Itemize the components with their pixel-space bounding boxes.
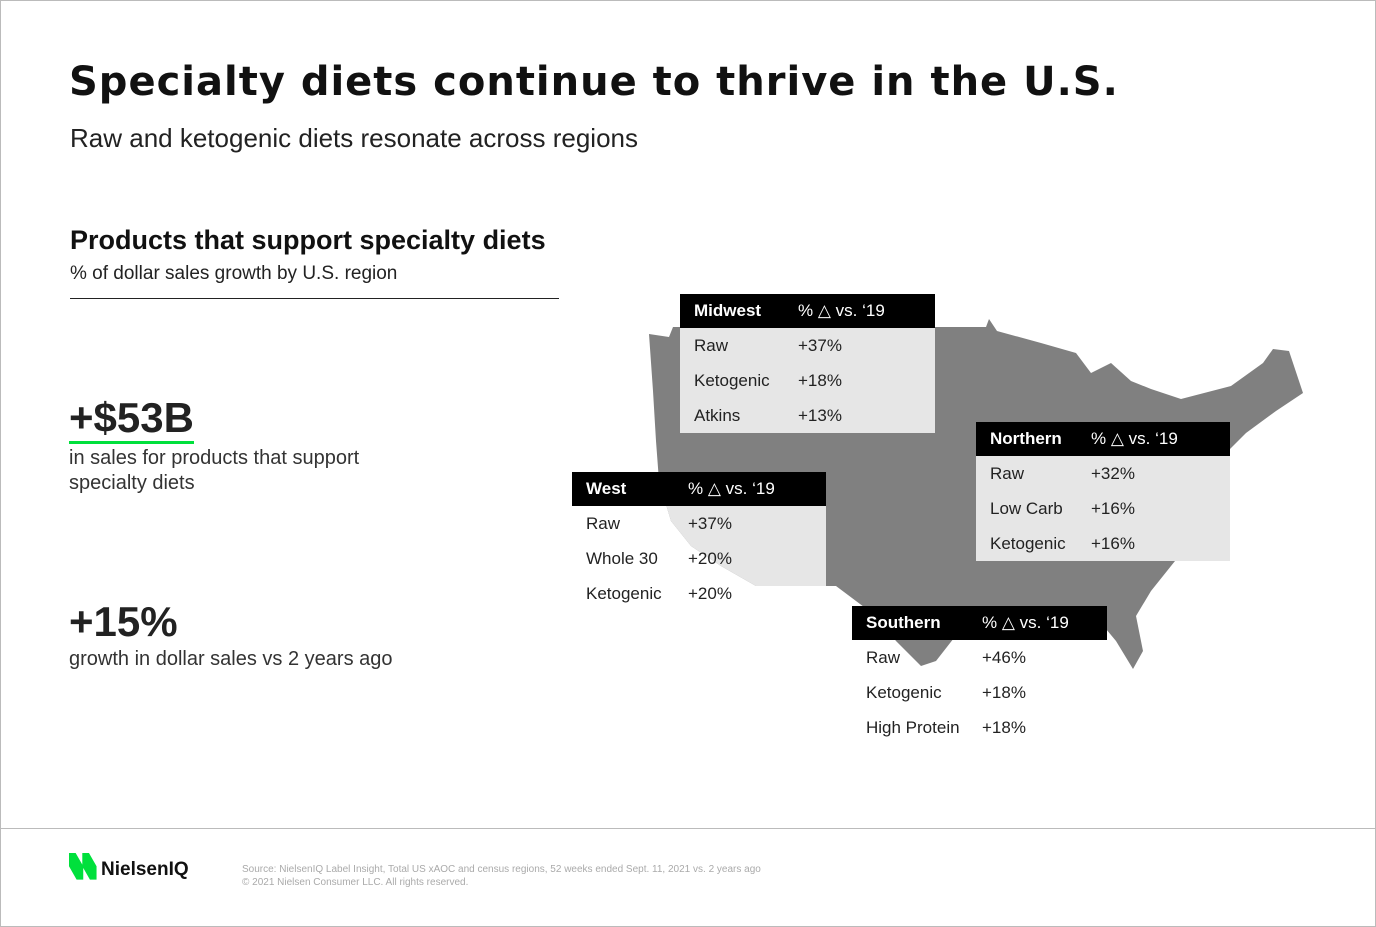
growth: +32% xyxy=(1091,463,1135,483)
growth: +16% xyxy=(1091,498,1135,518)
growth: +18% xyxy=(982,717,1026,737)
column-header: % △ vs. ‘19 xyxy=(1091,429,1178,448)
growth: +37% xyxy=(688,513,732,533)
stat-growth: +15% growth in dollar sales vs 2 years a… xyxy=(69,597,393,672)
growth: +20% xyxy=(688,548,732,568)
logo-mark-icon xyxy=(69,853,97,880)
region-table-west: West % △ vs. ‘19 Raw +37% Whole 30 +20% Ket… xyxy=(572,472,826,611)
diet: Low Carb xyxy=(990,498,1063,518)
section-title: Products that support specialty diets xyxy=(70,225,546,255)
diet: Raw xyxy=(990,463,1025,483)
copyright-text: © 2021 Nielsen Consumer LLC. All rights … xyxy=(242,877,469,888)
stat-value: +15% xyxy=(69,598,178,645)
growth: +46% xyxy=(982,647,1026,667)
growth: +20% xyxy=(688,583,732,603)
stat-desc: growth in dollar sales vs 2 years ago xyxy=(69,648,393,670)
diet: Ketogenic xyxy=(586,583,662,603)
nielseniq-logo: NielsenIQ xyxy=(69,853,189,881)
column-header: % △ vs. ‘19 xyxy=(688,479,775,498)
growth: +37% xyxy=(798,335,842,355)
diet: Ketogenic xyxy=(866,682,942,702)
source-text: Source: NielsenIQ Label Insight, Total U… xyxy=(242,864,761,875)
source-note: Source: NielsenIQ Label Insight, Total U… xyxy=(242,863,761,889)
growth: +16% xyxy=(1091,533,1135,553)
section-subtitle: % of dollar sales growth by U.S. region xyxy=(70,263,398,284)
diet: Raw xyxy=(866,647,901,667)
diet: Ketogenic xyxy=(694,370,770,390)
region-name: West xyxy=(586,479,627,498)
growth: +18% xyxy=(798,370,842,390)
region-table-southern: Southern % △ vs. ‘19 Raw +46% Ketogenic +18… xyxy=(852,606,1107,745)
page-subtitle: Raw and ketogenic diets resonate across … xyxy=(70,123,638,153)
stat-value: +$53B xyxy=(69,395,194,444)
diet: Ketogenic xyxy=(990,533,1066,553)
growth: +13% xyxy=(798,405,842,425)
diet: High Protein xyxy=(866,717,960,737)
stat-sales: +$53B in sales for products that support… xyxy=(69,395,409,496)
region-name: Midwest xyxy=(694,301,762,320)
page-title: Specialty diets continue to thrive in th… xyxy=(69,59,1119,105)
column-header: % △ vs. ‘19 xyxy=(798,301,885,320)
region-name: Southern xyxy=(866,613,941,632)
diet: Whole 30 xyxy=(586,548,658,568)
diet: Raw xyxy=(586,513,621,533)
diet: Raw xyxy=(694,335,729,355)
region-name: Northern xyxy=(990,429,1062,448)
footer-divider xyxy=(1,828,1375,829)
column-header: % △ vs. ‘19 xyxy=(982,613,1069,632)
growth: +18% xyxy=(982,682,1026,702)
region-table-northern: Northern % △ vs. ‘19 Raw +32% Low Carb +16%… xyxy=(976,422,1230,561)
divider xyxy=(70,298,559,299)
stat-desc: in sales for products that support speci… xyxy=(69,447,360,494)
logo-text: NielsenIQ xyxy=(101,859,189,880)
region-table-midwest: Midwest % △ vs. ‘19 Raw +37% Ketogenic +18%… xyxy=(680,294,935,433)
diet: Atkins xyxy=(694,405,741,425)
